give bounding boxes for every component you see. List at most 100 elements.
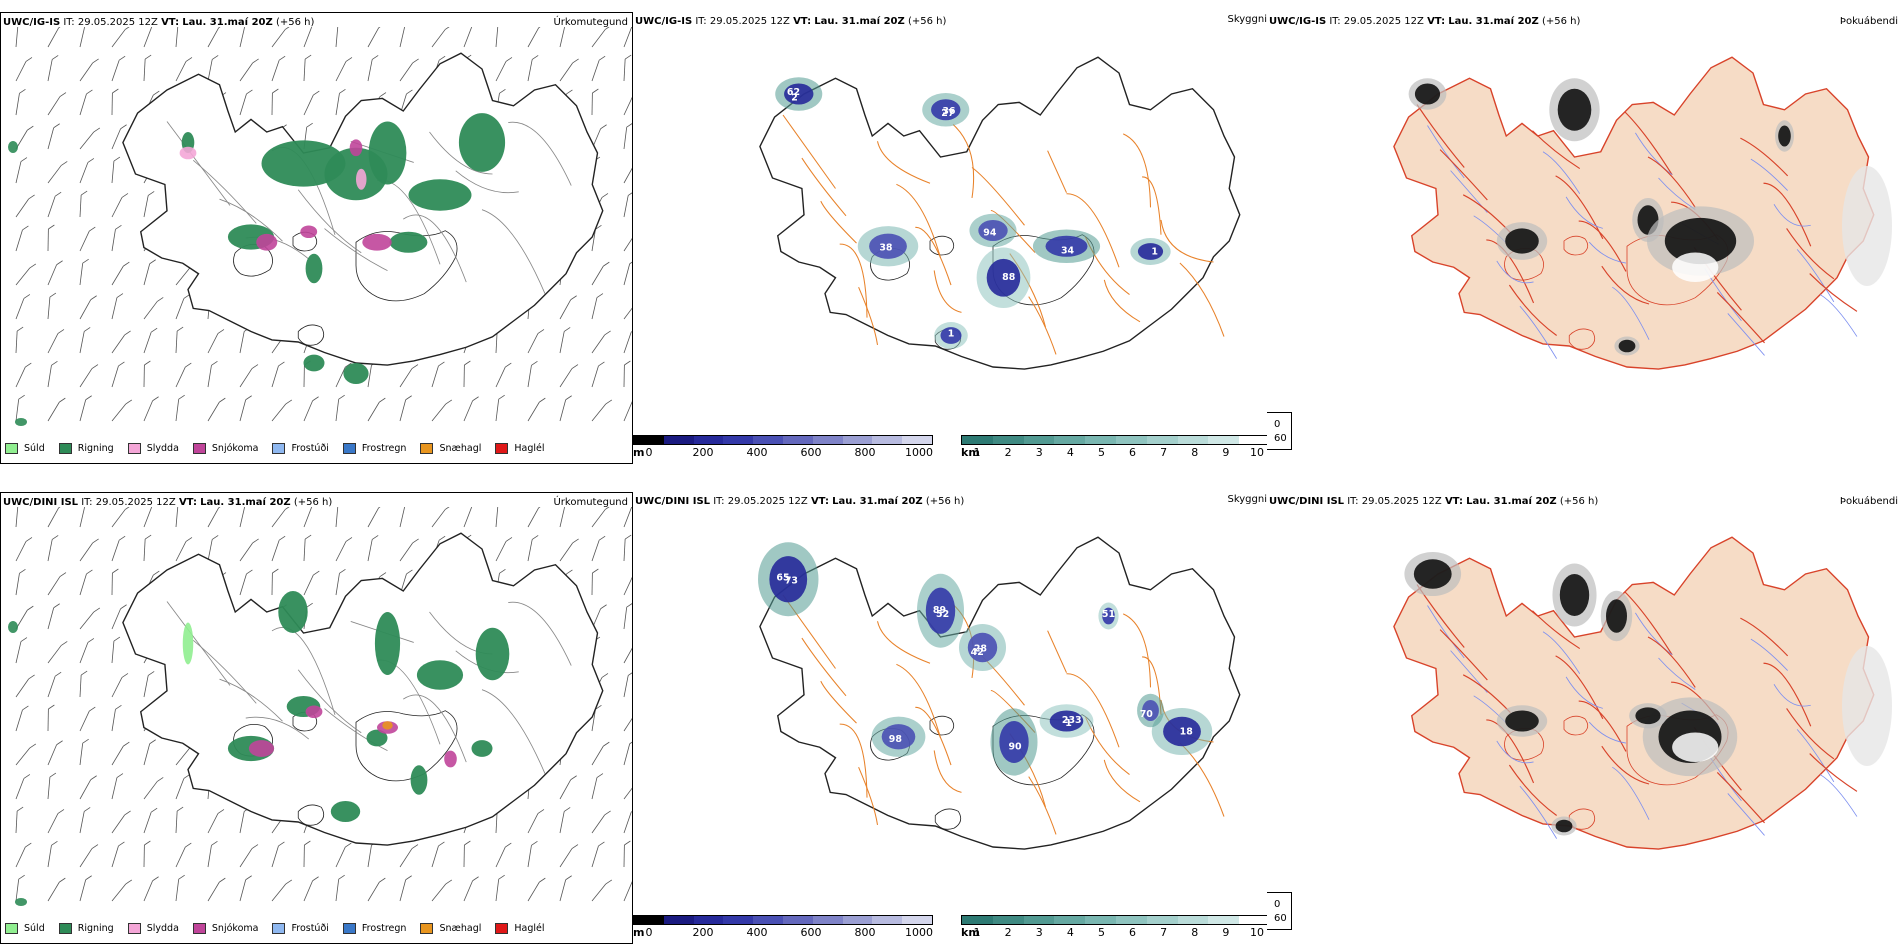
wind-barb bbox=[559, 62, 573, 82]
wind-barb bbox=[15, 93, 20, 116]
legend-item: Snæhagl bbox=[420, 443, 481, 454]
colorbar-bin bbox=[872, 436, 903, 444]
legend-swatch bbox=[5, 443, 18, 454]
wind-barb bbox=[623, 263, 631, 286]
wind-barb bbox=[591, 365, 599, 388]
wind-barb-flag bbox=[116, 293, 124, 298]
wind-barb-flag bbox=[123, 741, 130, 747]
fog-visibility-area bbox=[1045, 235, 1088, 257]
wind-barb-flag bbox=[445, 399, 453, 405]
wind-barb-flag bbox=[531, 360, 538, 366]
wind-barb bbox=[335, 541, 347, 562]
wind-barb-flag bbox=[538, 507, 541, 509]
wind-barb bbox=[559, 331, 565, 354]
wind-barb bbox=[623, 507, 632, 528]
wind-barb bbox=[47, 813, 59, 834]
road-line bbox=[192, 640, 257, 704]
wind-barb bbox=[239, 573, 247, 596]
visibility-value-label: 1 bbox=[948, 329, 955, 340]
wind-barb-flag bbox=[178, 874, 185, 880]
colorbar-tick-label: 0 bbox=[645, 446, 653, 459]
wind-barb bbox=[15, 366, 26, 388]
wind-barb-flag bbox=[624, 534, 632, 540]
wind-barb-flag bbox=[20, 637, 28, 642]
wind-barb-flag bbox=[61, 161, 68, 166]
wind-barb bbox=[335, 846, 346, 868]
wind-barb-flag bbox=[304, 534, 312, 540]
wind-barb bbox=[303, 400, 313, 422]
wind-barb-flag bbox=[313, 570, 320, 576]
legend-item: Snjókoma bbox=[192, 443, 258, 454]
wind-barb-flag bbox=[629, 741, 632, 745]
wind-barb bbox=[303, 27, 313, 48]
wind-barb bbox=[47, 607, 55, 630]
wind-barb bbox=[79, 93, 87, 116]
wind-barb-flag bbox=[345, 537, 353, 542]
panel-variable-tag: Skyggni bbox=[1227, 494, 1267, 505]
wind-barb bbox=[47, 96, 61, 116]
wind-barb-flag bbox=[147, 671, 155, 676]
fog-visibility-area bbox=[931, 99, 961, 121]
wind-barb bbox=[79, 811, 85, 834]
wind-barb-flag bbox=[211, 535, 219, 540]
wind-barb-flag bbox=[18, 874, 25, 880]
snow-pellet-area bbox=[382, 721, 393, 730]
colorbar-tick-label: 1 bbox=[973, 926, 981, 939]
glacier-outline bbox=[929, 715, 955, 736]
legend-item: Rigning bbox=[58, 443, 114, 454]
colorbar-tick-label: 200 bbox=[692, 926, 714, 939]
wind-barb bbox=[239, 331, 245, 354]
wind-barb bbox=[15, 267, 31, 286]
colorbar-tick-label: 9 bbox=[1222, 926, 1230, 939]
wind-barb-flag bbox=[379, 877, 386, 883]
wind-barb-flag bbox=[23, 294, 31, 299]
wind-barb bbox=[79, 879, 87, 902]
rain-area bbox=[330, 801, 361, 822]
colorbar-bin bbox=[1177, 916, 1209, 924]
legend-item: Snæhagl bbox=[420, 923, 481, 934]
glacier-outline bbox=[297, 804, 325, 826]
wind-barb bbox=[367, 881, 380, 902]
wind-barb bbox=[175, 811, 178, 834]
wind-barb bbox=[303, 59, 306, 82]
road-line bbox=[858, 766, 879, 826]
wind-barb bbox=[111, 229, 116, 252]
road-line bbox=[1047, 630, 1067, 673]
fog-visibility-area bbox=[978, 219, 1008, 241]
wind-barb bbox=[143, 301, 158, 320]
wind-barb-flag bbox=[219, 877, 226, 883]
wind-barb bbox=[239, 848, 253, 868]
rain-area bbox=[15, 898, 27, 906]
road-line bbox=[782, 114, 836, 189]
wind-barb-flag bbox=[339, 568, 346, 574]
wind-barb-flag bbox=[27, 125, 34, 131]
wind-barb-flag bbox=[379, 572, 387, 577]
wind-barb bbox=[623, 127, 628, 150]
wind-barb bbox=[79, 710, 90, 732]
wind-barb-flag bbox=[539, 877, 546, 883]
rain-area bbox=[15, 418, 27, 426]
fog-visibility-area bbox=[1137, 243, 1164, 260]
visibility-panel-ig: UWC/IG-IS IT: 29.05.2025 12Z VT: Lau. 31… bbox=[633, 12, 1267, 464]
colorbar-unit: km bbox=[961, 926, 980, 939]
wind-barb-flag bbox=[278, 535, 286, 541]
precip-type-legend: Súld Rigning Slydda Snjókoma Frostúði Frostre… bbox=[5, 443, 559, 454]
snow-area bbox=[305, 705, 323, 719]
wind-barb bbox=[47, 27, 60, 48]
wind-barb bbox=[15, 27, 19, 48]
legend-swatch bbox=[58, 443, 72, 454]
wind-barb-flag bbox=[211, 360, 218, 366]
wind-barb bbox=[111, 745, 124, 766]
river-line bbox=[1750, 158, 1788, 191]
colorbar-tick-label: 600 bbox=[800, 926, 822, 939]
legend-item: Snjókoma bbox=[192, 923, 258, 934]
wind-barb bbox=[15, 229, 23, 252]
legend-item: Rigning bbox=[58, 923, 114, 934]
wind-barb bbox=[47, 507, 60, 528]
snow-area bbox=[349, 139, 363, 157]
colorbar-tick-label: 800 bbox=[854, 926, 876, 939]
wind-barb bbox=[143, 880, 153, 902]
visibility-value-label: 89 bbox=[933, 605, 946, 616]
colorbar-bin bbox=[1115, 916, 1147, 924]
wind-barb-flag bbox=[22, 225, 29, 231]
